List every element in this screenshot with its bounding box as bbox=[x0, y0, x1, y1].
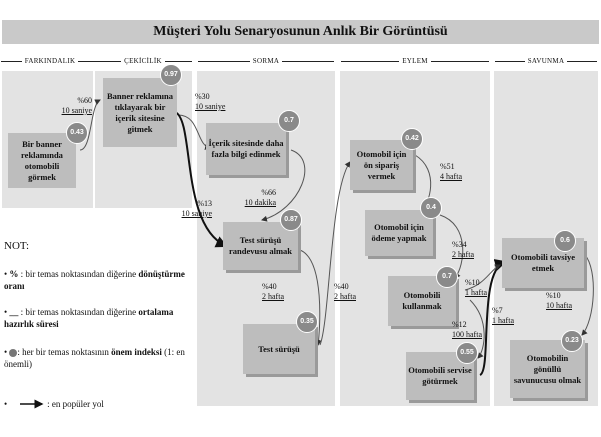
arrow-10-11 bbox=[581, 254, 594, 336]
importance-badge: 0.42 bbox=[401, 128, 423, 150]
lead-time: 10 saniye bbox=[195, 102, 226, 111]
conversion-rate: %51 bbox=[440, 162, 455, 171]
conversion-rate: %30 bbox=[195, 92, 210, 101]
stage-header-act: EYLEM bbox=[340, 55, 490, 67]
importance-badge: 0.7 bbox=[278, 110, 300, 132]
lead-time: 4 hafta bbox=[440, 172, 462, 181]
lead-time: 2 hafta bbox=[334, 292, 356, 301]
stage-header-appeal: ÇEKİCİLİK bbox=[93, 55, 193, 67]
importance-badge: 0.7 bbox=[436, 266, 458, 288]
importance-badge: 0.35 bbox=[296, 311, 318, 333]
conversion-rate: %10 bbox=[465, 278, 480, 287]
legend-conversion: • % : bir temas noktasından diğerine dön… bbox=[4, 269, 185, 291]
metric-9-10: %7 1 hafta bbox=[492, 306, 514, 326]
importance-badge: 0.23 bbox=[561, 330, 583, 352]
metric-10-11: %10 10 hafta bbox=[546, 291, 572, 311]
lead-time: 2 hafta bbox=[262, 292, 284, 301]
lead-time: 100 hafta bbox=[452, 330, 482, 339]
arrow-1-2 bbox=[79, 99, 101, 151]
legend-importance: • : her bir temas noktasının önem indeks… bbox=[4, 347, 185, 369]
conversion-rate: %40 bbox=[334, 282, 349, 291]
lead-time: 10 dakika bbox=[244, 198, 276, 207]
arrow-8-9 bbox=[469, 299, 485, 359]
lead-time: 1 hafta bbox=[465, 288, 487, 297]
arrow-2-4-popular bbox=[174, 111, 228, 248]
legend-heading: NOT: bbox=[4, 240, 30, 252]
metric-8-9: %12 100 hafta bbox=[452, 320, 482, 340]
node-preorder: Otomobil için ön sipariş vermek bbox=[350, 140, 413, 190]
lead-time: 1 hafta bbox=[492, 316, 514, 325]
importance-badge: 0.97 bbox=[160, 64, 182, 86]
importance-badge: 0.6 bbox=[554, 230, 576, 252]
metric-8-10: %10 1 hafta bbox=[465, 278, 487, 298]
metric-6-7: %51 4 hafta bbox=[440, 162, 462, 182]
node-banner-see: Bir banner reklamında otomobili görmek bbox=[8, 133, 76, 188]
arrow-7-8 bbox=[439, 214, 464, 279]
importance-badge: 0.43 bbox=[66, 122, 88, 144]
arrow-5-6 bbox=[319, 161, 351, 346]
metric-2-3: %30 10 saniye bbox=[195, 92, 225, 112]
lead-time: 10 saniye bbox=[181, 209, 212, 218]
lead-time: 10 hafta bbox=[546, 301, 572, 310]
conversion-rate: %34 bbox=[452, 240, 467, 249]
stage-header-advocate: SAVUNMA bbox=[494, 55, 598, 67]
conversion-rate: %13 bbox=[197, 199, 212, 208]
conversion-rate: %12 bbox=[452, 320, 467, 329]
importance-badge: 0.55 bbox=[456, 342, 478, 364]
importance-dot-icon bbox=[9, 348, 18, 357]
stage-header-awareness: FARKINDALIK bbox=[0, 55, 100, 67]
importance-badge: 0.87 bbox=[280, 209, 302, 231]
lead-time: 10 saniye bbox=[61, 106, 92, 115]
legend-lead-time: • __ : bir temas noktasından diğerine or… bbox=[4, 307, 174, 329]
metric-1-2: %60 10 saniye bbox=[52, 96, 92, 116]
diagram-title: Müşteri Yolu Senaryosunun Anlık Bir Görü… bbox=[2, 20, 599, 44]
arrow-8-10 bbox=[464, 264, 501, 291]
node-payment: Otomobil için ödeme yapmak bbox=[365, 210, 433, 256]
arrow-3-4 bbox=[261, 149, 306, 222]
metric-5-6: %40 2 hafta bbox=[334, 282, 356, 302]
metric-2-4: %13 10 saniye bbox=[170, 199, 212, 219]
stage-header-ask: SORMA bbox=[197, 55, 335, 67]
metric-4-5: %40 2 hafta bbox=[262, 282, 284, 302]
node-banner-click: Banner reklamına tıklayarak bir içerik s… bbox=[103, 78, 177, 147]
node-content-site: İçerik sitesinde daha fazla bilgi edinme… bbox=[206, 123, 286, 175]
lead-time: 2 hafta bbox=[452, 250, 474, 259]
conversion-rate: %60 bbox=[77, 96, 92, 105]
conversion-rate: %66 bbox=[261, 188, 276, 197]
metric-3-4: %66 10 dakika bbox=[232, 188, 276, 208]
node-advocate: Otomobilin gönüllü savunucusu olmak bbox=[510, 340, 585, 398]
arrow-4-5 bbox=[299, 249, 322, 346]
importance-badge: 0.4 bbox=[420, 197, 442, 219]
legend-popular-path: •: en popüler yol bbox=[4, 399, 104, 409]
metric-7-8: %34 2 hafta bbox=[452, 240, 474, 260]
conversion-rate: %10 bbox=[546, 291, 561, 300]
conversion-rate: %7 bbox=[492, 306, 503, 315]
conversion-rate: %40 bbox=[262, 282, 277, 291]
